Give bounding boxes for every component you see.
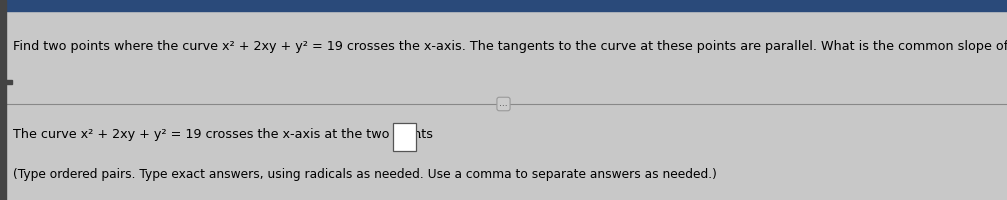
Text: (Type ordered pairs. Type exact answers, using radicals as needed. Use a comma t: (Type ordered pairs. Type exact answers,… xyxy=(13,168,717,181)
Text: The curve x² + 2xy + y² = 19 crosses the x-axis at the two points: The curve x² + 2xy + y² = 19 crosses the… xyxy=(13,128,433,141)
Bar xyxy=(394,123,416,151)
Text: Find two points where the curve x² + 2xy + y² = 19 crosses the x-axis. The tange: Find two points where the curve x² + 2xy… xyxy=(13,40,1007,53)
Text: .: . xyxy=(418,128,422,141)
Text: ...: ... xyxy=(499,99,508,108)
